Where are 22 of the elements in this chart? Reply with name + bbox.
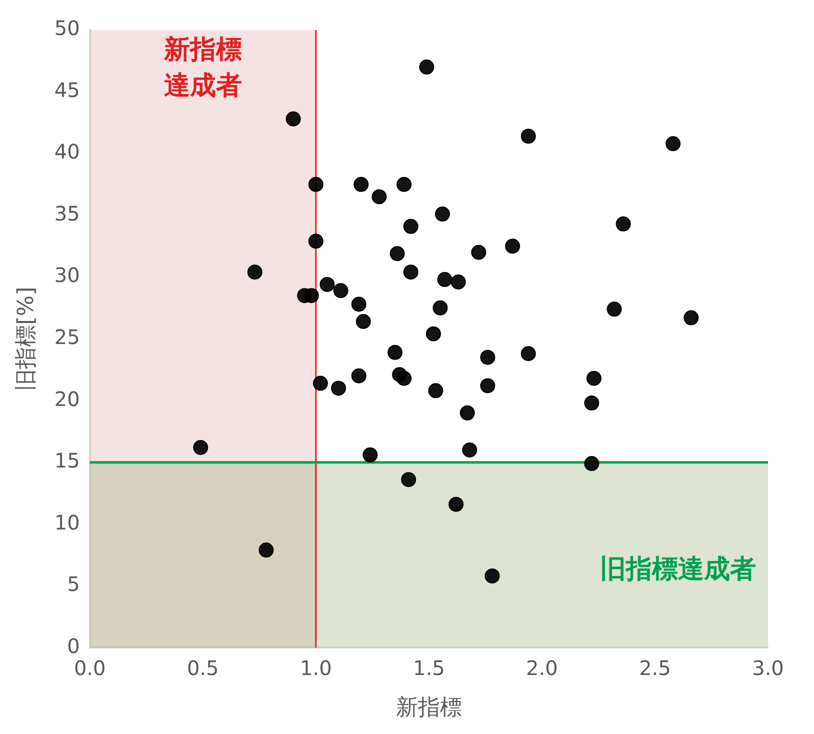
- y-tick-label: 15: [54, 448, 80, 473]
- y-tick-label: 40: [54, 140, 80, 164]
- y-tick-label: 50: [54, 16, 80, 40]
- y-tick-label: 25: [54, 325, 80, 350]
- x-axis-title: 新指標: [396, 696, 462, 721]
- x-tick-label: 2.5: [639, 656, 671, 680]
- band-label: 新指標達成者: [162, 34, 242, 101]
- x-tick-label: 0.0: [74, 656, 106, 680]
- y-tick-label: 35: [54, 201, 80, 226]
- x-tick-label: 3.0: [752, 656, 784, 680]
- x-tick-label: 1.5: [413, 656, 445, 680]
- y-tick-label: 45: [54, 78, 80, 102]
- band-label: 旧指標達成者: [600, 554, 756, 584]
- y-tick-label: 30: [54, 263, 80, 288]
- y-tick-label: 5: [67, 572, 80, 596]
- y-tick-label: 10: [54, 510, 80, 534]
- y-axis-title: 旧指標[%]: [14, 286, 39, 391]
- x-tick-label: 2.0: [526, 656, 558, 680]
- x-tick-label: 0.5: [186, 656, 219, 680]
- x-tick-label: 1.0: [300, 656, 332, 680]
- y-tick-label: 20: [54, 386, 80, 411]
- y-tick-label: 0: [67, 634, 80, 658]
